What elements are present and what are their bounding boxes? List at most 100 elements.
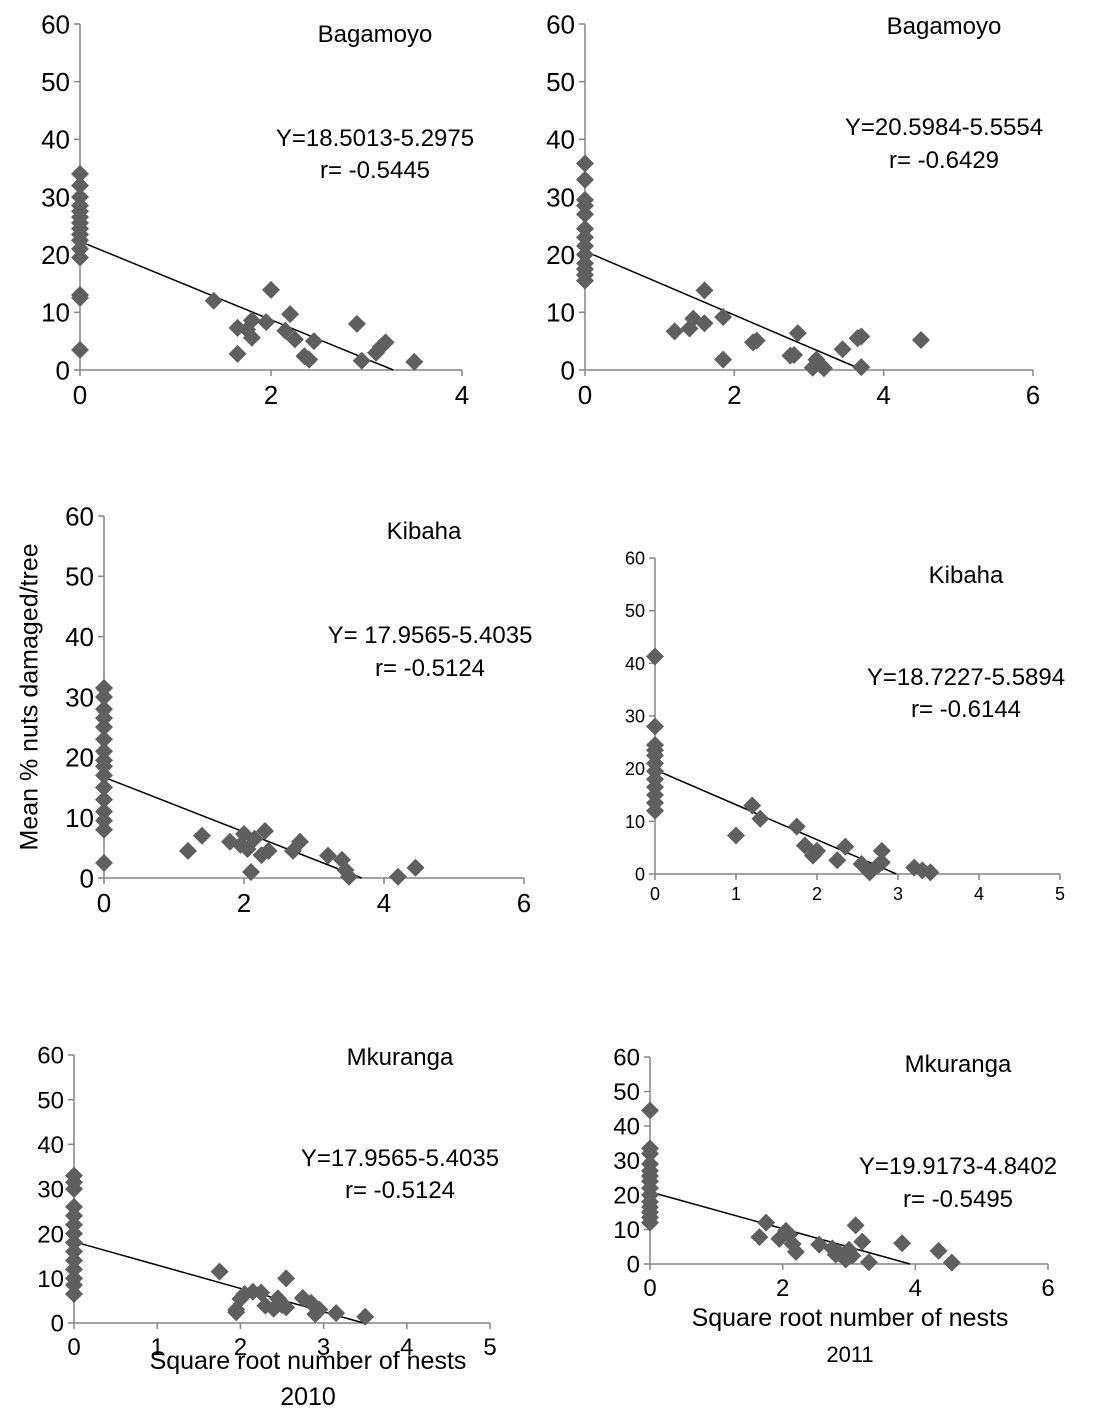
bagamoyo-2011-point — [747, 331, 766, 350]
kibaha-2011-point — [836, 837, 855, 856]
mkuranga-2011-point — [641, 1139, 659, 1158]
bagamoyo-2011-point — [833, 340, 852, 359]
bagamoyo-2010-x-tick-label: 0 — [73, 380, 87, 410]
kibaha-2010-point — [95, 766, 113, 785]
kibaha-2010-equation: Y= 17.9565-5.4035 — [328, 622, 533, 649]
kibaha-2010-point — [193, 826, 211, 845]
kibaha-2011-x-tick-label: 0 — [650, 884, 660, 904]
kibaha-2010-y-tick-label: 40 — [65, 622, 94, 652]
bagamoyo-2011-point — [814, 359, 833, 378]
mkuranga-2011-point — [641, 1101, 659, 1120]
kibaha-2010-point — [95, 688, 113, 706]
kibaha-2011-point — [872, 853, 891, 872]
kibaha-2010-point — [95, 820, 113, 839]
kibaha-2011-x-tick-label: 4 — [974, 884, 984, 904]
kibaha-2011-x-tick-label: 2 — [812, 884, 822, 904]
kibaha-2010-point — [95, 811, 113, 830]
mkuranga-2011-point — [929, 1241, 948, 1260]
mkuranga-2010-point — [227, 1303, 246, 1322]
bagamoyo-2011-y-tick-label: 20 — [546, 240, 575, 270]
bagamoyo-2011-point — [576, 170, 594, 189]
kibaha-2011-point — [828, 851, 847, 870]
mkuranga-2010-point — [65, 1197, 83, 1216]
kibaha-2011-point — [751, 809, 770, 828]
mkuranga-2011-point — [942, 1253, 961, 1272]
mkuranga-2011-y-tick-label: 60 — [613, 1045, 640, 1072]
bagamoyo-2011-point — [576, 154, 594, 173]
bagamoyo-2010-point — [71, 176, 89, 195]
bagamoyo-2011-point — [695, 281, 714, 300]
bagamoyo-2010-point — [347, 314, 366, 333]
kibaha-2011-point — [727, 826, 745, 845]
mkuranga-2011-point — [786, 1242, 805, 1261]
bagamoyo-2010-x-tick-label: 4 — [455, 380, 469, 410]
bagamoyo-2011-point — [852, 358, 871, 377]
y-axis-label: Mean % nuts damaged/tree — [15, 543, 44, 851]
kibaha-2010-x-tick-label: 4 — [377, 888, 391, 918]
bagamoyo-2010-chart: 0 10 20 30 40 50 60 0 2 4 Bagamoyo Y=18.5013-5.2975… — [41, 9, 474, 410]
kibaha-2010-chart: 0 10 20 30 40 50 60 0 2 4 6 Kibaha Y= 17.9565-5.4035… — [65, 501, 532, 918]
mkuranga-2011-point — [893, 1234, 912, 1253]
mkuranga-2011-x-tick-label: 2 — [776, 1275, 789, 1302]
kibaha-2011-y-tick-label: 60 — [625, 548, 645, 568]
mkuranga-2011-point — [859, 1253, 878, 1272]
bagamoyo-2010-y-tick-label: 20 — [41, 240, 70, 270]
bagamoyo-2010-point — [71, 188, 89, 206]
mkuranga-2010-title: Mkuranga — [347, 1044, 454, 1071]
bagamoyo-2011-x-tick-label: 0 — [578, 380, 592, 410]
kibaha-2010-y-tick-label: 60 — [65, 501, 94, 531]
mkuranga-2011-y-tick-label: 40 — [613, 1114, 640, 1141]
mkuranga-2011-correlation: r= -0.5495 — [903, 1186, 1013, 1213]
bagamoyo-2010-title: Bagamoyo — [318, 21, 433, 48]
kibaha-2011-x-tick-label: 5 — [1055, 884, 1065, 904]
kibaha-2010-point — [319, 846, 337, 865]
kibaha-2011-point — [646, 647, 664, 666]
bagamoyo-2011-point — [665, 322, 684, 341]
x-axis-label-2011: Square root number of nests — [691, 1304, 1009, 1332]
mkuranga-2011-x-tick-label: 0 — [643, 1275, 656, 1302]
kibaha-2010-point — [291, 832, 309, 851]
mkuranga-2011-y-tick-label: 20 — [613, 1183, 640, 1210]
kibaha-2010-x-tick-label: 2 — [237, 888, 251, 918]
bagamoyo-2011-point — [576, 190, 594, 209]
bagamoyo-2010-point — [71, 286, 89, 305]
kibaha-2010-point — [95, 802, 113, 821]
kibaha-2011-y-tick-label: 10 — [625, 812, 645, 832]
kibaha-2011-y-tick-label: 50 — [625, 601, 645, 621]
bagamoyo-2010-point — [228, 344, 247, 363]
bagamoyo-2010-point — [71, 340, 89, 359]
kibaha-2011-x-tick-label: 3 — [893, 884, 903, 904]
kibaha-2011-point — [787, 817, 806, 836]
mkuranga-2010-y-tick-label: 0 — [51, 1311, 64, 1338]
mkuranga-2010-point — [277, 1298, 296, 1317]
kibaha-2011-point — [646, 735, 664, 754]
mkuranga-2010-chart: 0 10 20 30 40 50 60 0 1 2 3 4 5 Mkuranga Y=17.9565-5.4… — [37, 1043, 499, 1361]
bagamoyo-2010-y-tick-label: 0 — [56, 355, 70, 385]
bagamoyo-2011-equation: Y=20.5984-5.5554 — [845, 114, 1043, 141]
bagamoyo-2011-x-tick-label: 4 — [876, 380, 890, 410]
kibaha-2010-point — [242, 862, 260, 881]
bagamoyo-2011-point — [695, 314, 714, 333]
kibaha-2011-fit-line — [654, 769, 897, 875]
bagamoyo-2011-point — [788, 324, 807, 343]
bagamoyo-2011-y-tick-label: 0 — [561, 355, 575, 385]
mkuranga-2011-y-tick-label: 30 — [613, 1148, 640, 1175]
kibaha-2011-chart: 0 10 20 30 40 50 60 0 1 2 3 4 5 Kibaha Y=18.7227-5.589… — [625, 548, 1065, 904]
kibaha-2010-point — [95, 730, 113, 749]
kibaha-2011-point — [872, 841, 891, 860]
bagamoyo-2011-y-tick-label: 60 — [546, 9, 575, 39]
kibaha-2011-y-tick-label: 40 — [625, 654, 645, 674]
kibaha-2010-point — [95, 709, 113, 728]
kibaha-2010-point — [95, 751, 113, 770]
bagamoyo-2010-y-tick-label: 30 — [41, 182, 70, 212]
mkuranga-2011-point — [810, 1235, 829, 1254]
bagamoyo-2010-point — [281, 305, 300, 324]
kibaha-2010-point — [245, 829, 264, 848]
kibaha-2011-point — [808, 841, 826, 860]
mkuranga-2010-x-tick-label: 3 — [317, 1334, 330, 1361]
mkuranga-2010-y-tick-label: 30 — [37, 1177, 64, 1204]
mkuranga-2010-equation: Y=17.9565-5.4035 — [301, 1145, 499, 1172]
bagamoyo-2010-fit-line — [79, 240, 394, 371]
x-axis-label-2010: Square root number of nests — [149, 1347, 467, 1375]
